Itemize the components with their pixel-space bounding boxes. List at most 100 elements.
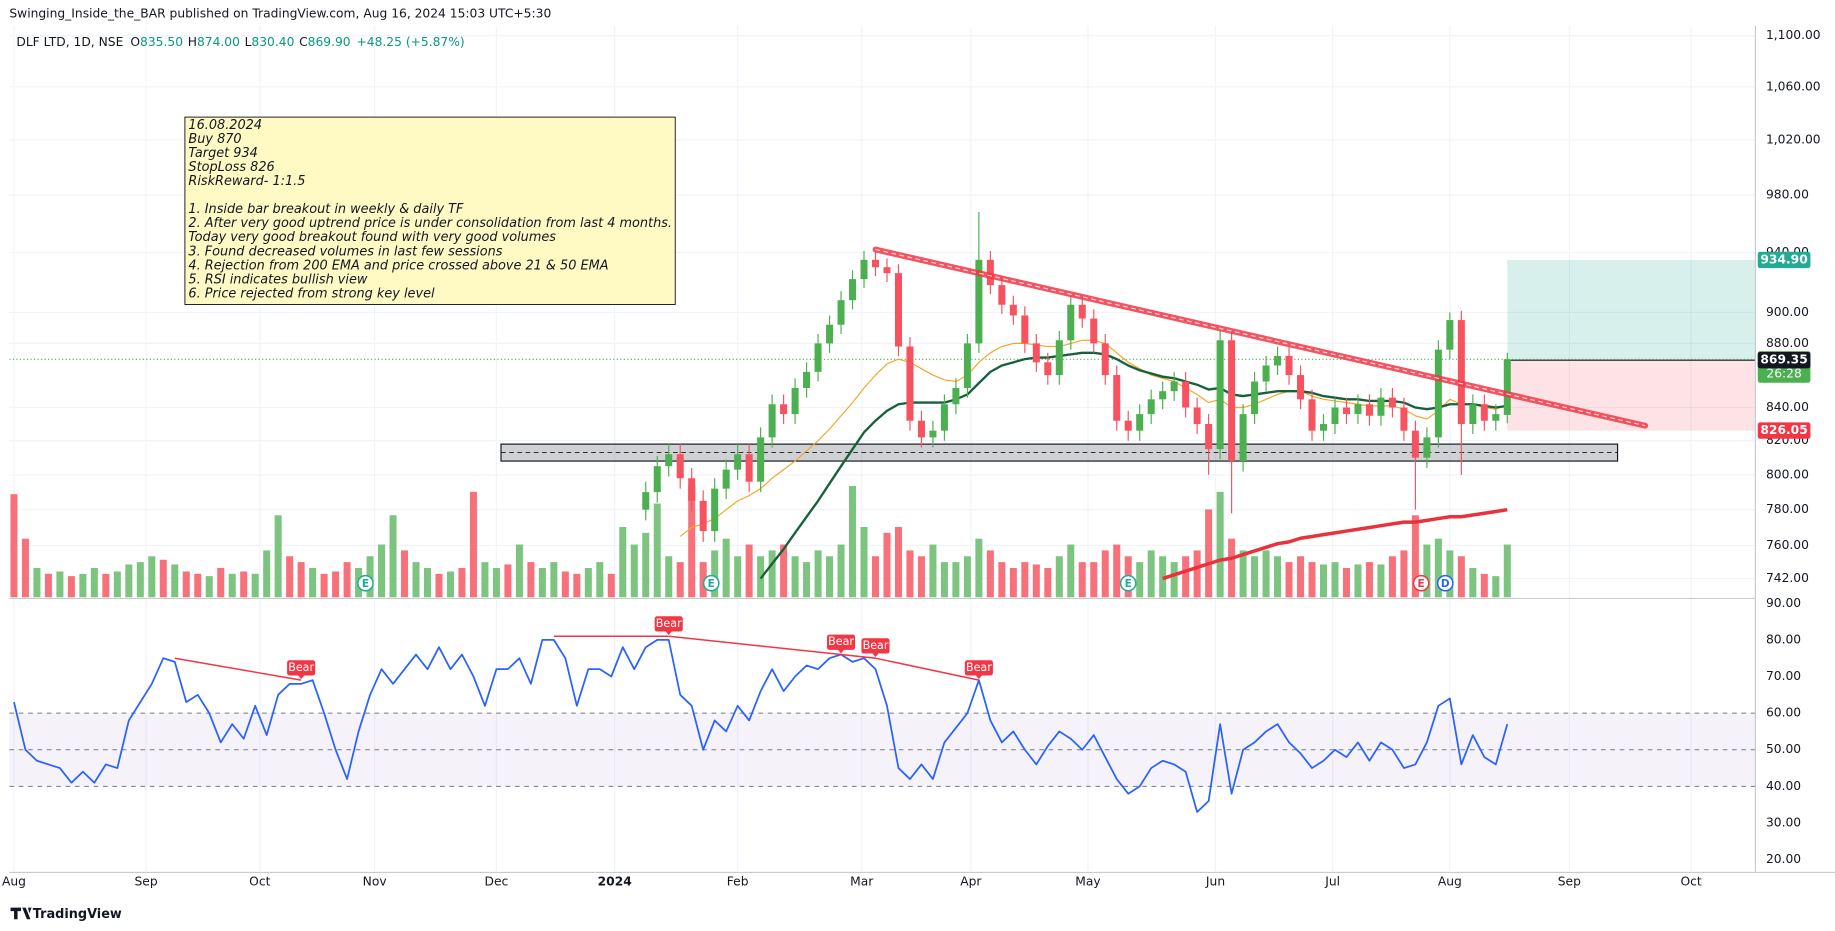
note-line: 5. RSI indicates bullish view — [188, 272, 367, 287]
rsi-tick-label: 40.00 — [1766, 779, 1801, 793]
volume-bar — [148, 556, 156, 598]
volume-bar — [768, 550, 776, 598]
volume-bar — [849, 485, 857, 598]
volume-bar — [515, 544, 523, 598]
candle-body — [1503, 359, 1511, 415]
volume-bar — [1446, 550, 1454, 598]
volume-bar — [125, 564, 133, 598]
volume-bar — [573, 573, 581, 598]
volume-bar — [653, 503, 661, 598]
volume-bar — [263, 550, 271, 598]
candle-body — [1021, 315, 1029, 344]
price-label-box — [1757, 251, 1811, 269]
volume-bar — [1469, 567, 1477, 598]
volume-bar — [1170, 562, 1178, 598]
candle-body — [963, 343, 971, 388]
note-line: Target 934 — [188, 146, 257, 161]
x-tick-label: May — [1075, 874, 1100, 888]
candle-body — [1113, 375, 1121, 421]
y-tick-label: 800.00 — [1766, 467, 1809, 481]
volume-bar — [412, 562, 420, 598]
candle-body — [826, 324, 834, 344]
event-marker — [1412, 574, 1430, 592]
y-tick-label: 980.00 — [1766, 187, 1809, 201]
candle-body — [642, 492, 650, 510]
brand: TradingView — [10, 907, 122, 922]
candle-body — [998, 285, 1006, 305]
volume-bar — [1457, 556, 1465, 598]
candle-body — [871, 259, 880, 268]
x-tick-label: Jul — [1324, 874, 1340, 888]
candle-body — [906, 346, 914, 421]
volume-bar — [975, 538, 983, 598]
position-stop-zone — [1507, 360, 1756, 431]
volume-bar — [814, 550, 822, 598]
candle-body — [1388, 397, 1396, 408]
volume-bar — [1400, 550, 1408, 598]
candle-body — [734, 454, 742, 470]
price-label: 826.05 — [1760, 423, 1807, 437]
candle-body — [1251, 381, 1259, 415]
volume-bar — [240, 571, 248, 598]
change: +48.25 (+5.87%) — [356, 35, 464, 49]
divergence-badge-tip — [297, 674, 305, 679]
volume-bar — [745, 544, 753, 598]
candle-body — [1159, 391, 1167, 400]
divergence-label: Bear — [656, 617, 682, 630]
volume-bar — [274, 515, 282, 598]
candle-body — [1354, 404, 1362, 415]
field-value: 869.90 — [308, 35, 351, 49]
x-tick-label: Jun — [1205, 874, 1225, 888]
candle-body — [1067, 304, 1075, 341]
event-marker — [702, 574, 720, 592]
x-tick-label: Nov — [363, 874, 387, 888]
volume-bar — [1285, 562, 1293, 598]
volume-bar — [286, 556, 294, 598]
volume-bar — [1354, 564, 1362, 598]
x-tick-label: Aug — [2, 874, 26, 888]
candle-body — [1446, 320, 1454, 350]
candle-body — [722, 469, 730, 489]
volume-bar — [940, 562, 948, 598]
y-tick-label: 780.00 — [1766, 502, 1809, 516]
divergence-badge — [654, 616, 683, 632]
volume-bar — [584, 567, 592, 598]
volume-bar — [906, 550, 914, 598]
candle-body — [699, 500, 707, 532]
price-label: 934.90 — [1760, 252, 1807, 266]
volume-bar — [619, 526, 627, 598]
rsi-tick-label: 80.00 — [1766, 632, 1801, 646]
divergence-badge — [861, 638, 890, 654]
event-marker — [357, 574, 374, 592]
candle-body — [1032, 343, 1040, 363]
volume-bar — [1205, 509, 1213, 598]
volume-bar — [320, 573, 328, 598]
volume-bar — [1388, 556, 1396, 598]
volume-bar — [67, 576, 75, 598]
candle-body — [1136, 414, 1144, 431]
divergence-label: Bear — [828, 635, 854, 648]
price-label: 869.35 — [1760, 353, 1807, 367]
candle-body — [688, 478, 696, 501]
candle-body — [1147, 399, 1155, 415]
note-line: Buy 870 — [188, 132, 241, 147]
note-box — [184, 116, 676, 305]
candle-body — [1274, 355, 1282, 366]
symbol: DLF LTD, 1D, NSE — [16, 35, 123, 49]
volume-bar — [343, 562, 351, 598]
volume-bar — [44, 573, 52, 598]
candle-body — [711, 488, 719, 532]
volume-bar — [1239, 550, 1247, 598]
divergence-badge-tip — [871, 652, 880, 658]
volume-bar — [446, 571, 454, 598]
divergence-label: Bear — [863, 639, 889, 652]
candle-body — [849, 279, 857, 301]
volume-bar — [1101, 550, 1109, 598]
candle-body — [676, 454, 684, 479]
volume-bar — [1342, 567, 1350, 598]
volume-bar — [194, 573, 202, 598]
candle-body — [1078, 304, 1086, 319]
candle-body — [917, 420, 925, 438]
rsi-tick-label: 20.00 — [1766, 852, 1801, 866]
